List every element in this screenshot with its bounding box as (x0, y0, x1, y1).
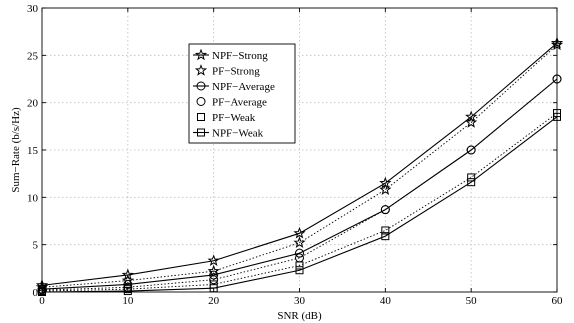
data-point-star (465, 116, 478, 128)
data-point-circle (466, 145, 476, 155)
legend-marker-star (194, 48, 208, 61)
data-point-square (381, 232, 390, 241)
data-point-circle (209, 275, 219, 285)
legend-entry-label: PF−Strong (212, 66, 260, 78)
data-point-square (123, 287, 132, 296)
y-tick-label: 25 (27, 50, 39, 62)
y-tick-label: 20 (27, 98, 39, 110)
y-tick-label: 0 (33, 287, 39, 299)
data-point-star (207, 264, 220, 277)
legend-marker-circle (196, 81, 206, 91)
legend-entry-label: NPF−Weak (212, 128, 264, 140)
legend-box (188, 43, 296, 144)
legend-marker-square (197, 113, 205, 121)
data-point-circle (295, 248, 304, 258)
legend-marker-circle (196, 97, 206, 106)
x-tick-label: 10 (122, 295, 134, 307)
data-point-square (295, 266, 304, 275)
axes: 0 10 20 30 40 50 60 0 5 10 15 20 25 30 (27, 3, 563, 307)
data-point-square (295, 261, 304, 270)
x-tick-label: 30 (294, 295, 306, 307)
legend-marker-square (197, 128, 205, 137)
y-tick-label: 30 (27, 3, 39, 15)
y-tick-label: 15 (27, 145, 39, 157)
x-tick-label: 40 (380, 295, 392, 307)
legend-entry-label: PF−Average (212, 97, 267, 109)
data-point-star (207, 254, 220, 266)
series-line-4 (41, 112, 558, 292)
x-axis-label: SNR (dB) (277, 310, 322, 322)
y-tick-label: 5 (33, 240, 39, 252)
x-tick-label: 20 (208, 295, 220, 307)
data-point-star (121, 274, 134, 286)
legend-entry-label: PF−Weak (212, 112, 256, 124)
data-point-circle (380, 205, 390, 215)
x-tick-label: 50 (466, 295, 478, 307)
legend-entry-label: NPF−Average (212, 81, 275, 93)
data-point-star (379, 183, 392, 195)
legend: NPF−Strong PF−Strong NPF−Average PF−Average… (188, 43, 296, 144)
data-point-star (293, 226, 306, 239)
data-point-star (293, 236, 306, 248)
series-line-1 (41, 44, 558, 288)
y-tick-label: 10 (27, 192, 39, 204)
x-tick-label: 0 (39, 295, 45, 307)
data-point-square (467, 178, 476, 187)
data-point-circle (209, 270, 219, 280)
series-line-2 (41, 78, 558, 290)
y-axis-label: Sum−Rate (b/s/Hz) (10, 107, 22, 193)
data-point-square (381, 226, 390, 235)
legend-entry-label: NPF−Strong (212, 50, 268, 62)
legend-marker-star (194, 64, 208, 76)
x-tick-label: 60 (552, 295, 564, 307)
data-point-square (467, 173, 476, 182)
